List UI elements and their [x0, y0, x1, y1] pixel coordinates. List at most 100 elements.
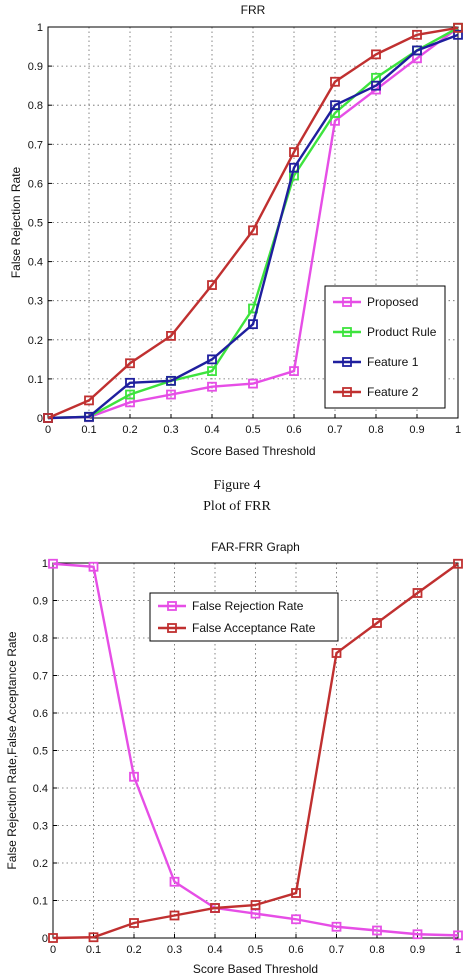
data-point: [207, 381, 217, 392]
legend-item: False Acceptance Rate: [158, 621, 316, 635]
data-point: [412, 29, 422, 40]
data-point: [291, 888, 301, 898]
data-point: [453, 558, 463, 569]
legend-label: Proposed: [367, 295, 418, 309]
legend-item: Proposed: [333, 295, 418, 309]
legend-label: Feature 2: [367, 385, 419, 399]
x-tick-label: 1: [455, 424, 461, 436]
y-tick-label: 0.2: [33, 858, 48, 870]
y-tick-label: 1: [37, 22, 43, 34]
y-tick-label: 0.3: [28, 296, 43, 308]
data-point: [372, 925, 382, 936]
data-point: [453, 930, 463, 941]
data-point: [207, 366, 217, 376]
data-point: [43, 413, 53, 423]
data-point: [453, 29, 463, 40]
data-point: [412, 45, 422, 56]
data-point: [129, 918, 139, 928]
x-tick-label: 0.4: [204, 424, 219, 436]
x-axis-label: Score Based Threshold: [193, 962, 318, 976]
y-tick-label: 0.1: [28, 374, 43, 386]
data-point: [169, 876, 180, 887]
data-point: [248, 378, 258, 389]
x-tick-label: 0.1: [81, 424, 96, 436]
chart-title: FRR: [241, 3, 266, 17]
x-tick-label: 0.4: [207, 944, 222, 956]
data-point: [84, 411, 94, 422]
x-tick-label: 0.8: [368, 424, 383, 436]
x-tick-label: 0.3: [163, 424, 178, 436]
y-tick-label: 0.9: [28, 61, 43, 73]
y-tick-label: 1: [42, 558, 48, 570]
legend-item: Feature 1: [333, 355, 419, 369]
data-point: [166, 389, 176, 400]
data-point: [207, 280, 217, 290]
data-point: [125, 389, 135, 400]
legend-label: Product Rule: [367, 325, 437, 339]
series-line: [47, 26, 459, 420]
y-tick-label: 0.7: [33, 671, 48, 683]
x-tick-label: 0.8: [369, 944, 384, 956]
x-tick-label: 0.1: [86, 944, 101, 956]
far-frr-chart: 0 0.1 0.2 0.3 0.4 0.5 0.6 0.7 0.8 0.9 1 0 0.1 0.2 0.3 0…: [5, 540, 463, 976]
data-point: [412, 588, 423, 598]
data-point: [330, 76, 340, 87]
data-point: [207, 354, 217, 365]
y-tick-label: 0.8: [33, 633, 48, 645]
series-line: [52, 562, 459, 937]
y-tick-label: 0.3: [33, 821, 48, 833]
legend-label: Feature 1: [367, 355, 419, 369]
data-point: [289, 147, 299, 158]
series-feature-2: [43, 22, 463, 423]
y-tick-label: 0.9: [33, 596, 48, 608]
data-point: [331, 921, 342, 932]
data-point: [166, 375, 176, 386]
data-point: [412, 929, 423, 940]
grid: [48, 27, 458, 418]
x-axis-label: Score Based Threshold: [190, 444, 315, 458]
x-tick-label: 0.7: [329, 944, 344, 956]
data-point: [48, 558, 58, 569]
data-point: [453, 22, 463, 33]
data-point: [289, 366, 299, 376]
y-tick-label: 0.6: [28, 178, 43, 190]
legend: Proposed Product Rule Feature 1 Feature 2: [324, 285, 446, 409]
y-tick-label: 0.6: [33, 708, 48, 720]
series-line: [52, 562, 459, 940]
x-tick-label: 0.3: [167, 944, 182, 956]
data-point: [210, 903, 220, 913]
data-point: [129, 771, 139, 782]
legend-item: Product Rule: [333, 325, 437, 339]
legend-item: False Rejection Rate: [158, 599, 304, 613]
figure-label: Figure 4: [213, 478, 261, 493]
data-point: [125, 377, 135, 388]
data-point: [48, 933, 58, 943]
data-point: [291, 914, 301, 925]
data-point: [88, 561, 99, 572]
y-tick-label: 0.8: [28, 100, 43, 112]
data-point: [330, 100, 340, 111]
x-tick-label: 0.7: [327, 424, 342, 436]
data-point: [248, 225, 258, 236]
data-point: [371, 80, 381, 91]
legend-marker: [342, 387, 352, 397]
x-tick-label: 0.6: [288, 944, 303, 956]
x-tick-label: 0.6: [286, 424, 301, 436]
data-point: [84, 395, 94, 406]
x-tick-label: 0.9: [409, 424, 424, 436]
frr-chart: 0 0.1 0.2 0.3 0.4 0.5 0.6 0.7 0.8 0.9 1 0 0.1 0.2 0.3 0…: [9, 3, 463, 458]
legend-marker: [342, 297, 352, 307]
data-point: [166, 330, 176, 341]
y-tick-label: 0: [37, 413, 43, 425]
grid: [53, 563, 458, 938]
x-tick-label: 0.5: [245, 424, 260, 436]
legend: False Rejection Rate False Acceptance Rat…: [149, 592, 339, 642]
y-tick-label: 0.2: [28, 335, 43, 347]
axes-frame: [47, 26, 459, 419]
data-point: [371, 49, 381, 60]
figure-title: Plot of FRR: [203, 499, 271, 514]
data-point: [125, 358, 135, 369]
legend-marker: [342, 327, 352, 337]
legend-box: [149, 592, 339, 642]
x-tick-label: 0.2: [122, 424, 137, 436]
